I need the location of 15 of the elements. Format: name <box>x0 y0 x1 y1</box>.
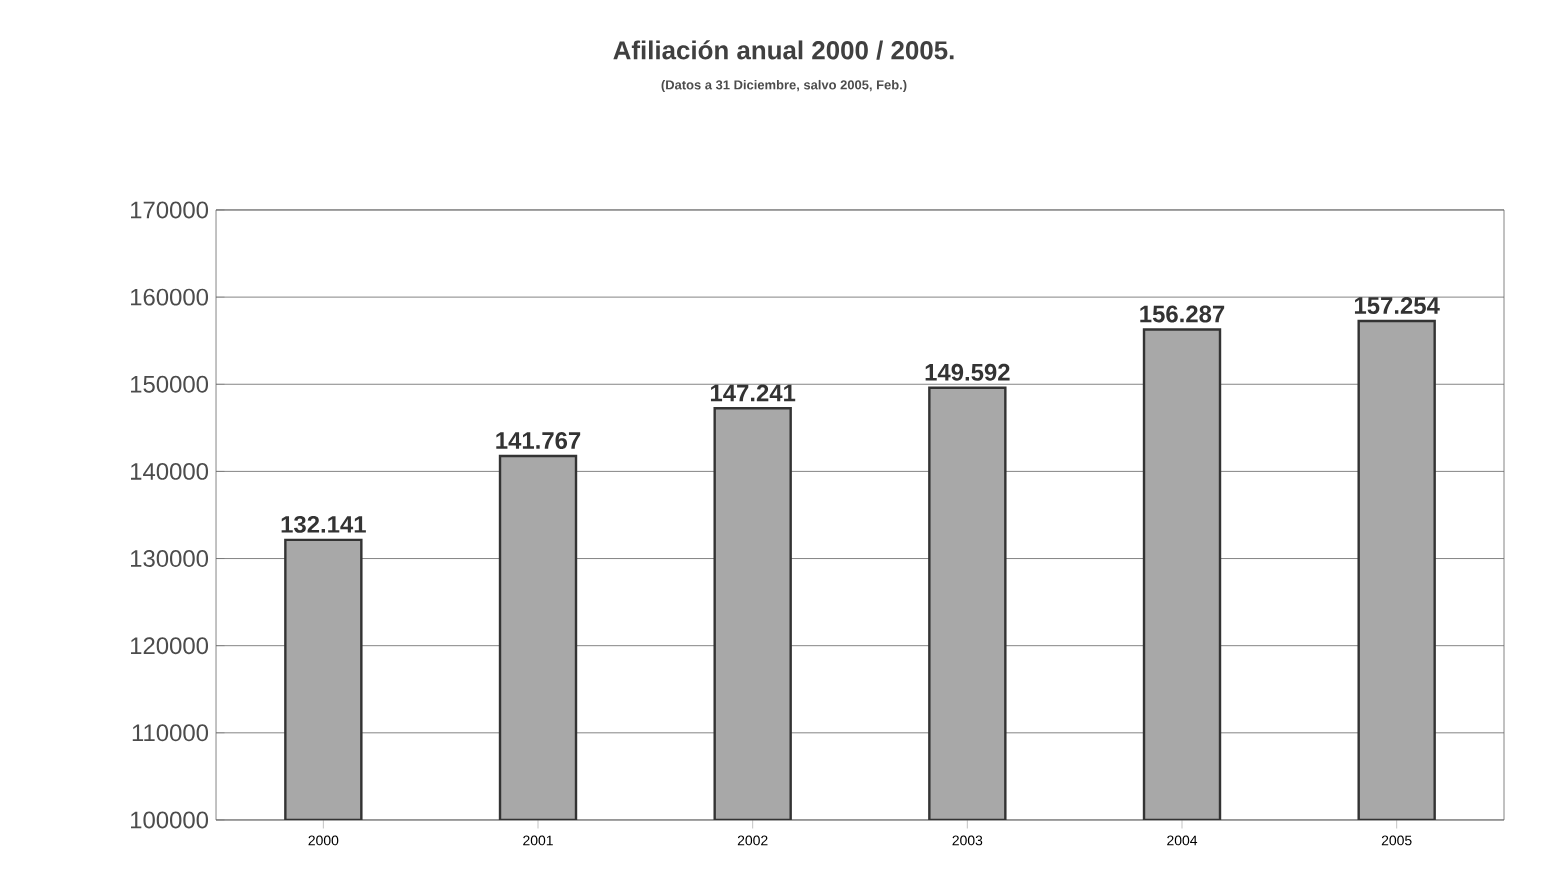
y-tick-label: 130000 <box>131 550 209 567</box>
y-tick-label: 110000 <box>132 724 209 742</box>
y-tick-label: 150000 <box>131 375 209 393</box>
data-label: 147.241 <box>710 384 796 402</box>
y-tick-label: 160000 <box>131 288 209 306</box>
y-tick-label: 120000 <box>131 637 209 655</box>
y-tick-label: 170000 <box>131 201 209 219</box>
data-label: 157.254 <box>1354 297 1440 314</box>
y-tick-label: 100000 <box>131 811 209 829</box>
data-label: 156.287 <box>1140 305 1225 323</box>
data-label: 141.767 <box>496 432 581 449</box>
data-label: 132.141 <box>281 515 366 533</box>
data-label: 149.592 <box>925 363 1010 381</box>
y-tick-label: 140000 <box>131 462 209 480</box>
chart-title: Afiliación anual 2000 / 2005. <box>613 40 954 60</box>
